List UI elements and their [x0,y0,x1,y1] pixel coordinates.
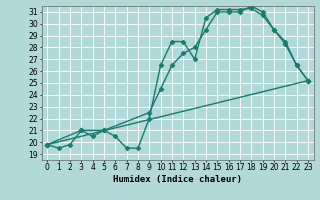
X-axis label: Humidex (Indice chaleur): Humidex (Indice chaleur) [113,175,242,184]
